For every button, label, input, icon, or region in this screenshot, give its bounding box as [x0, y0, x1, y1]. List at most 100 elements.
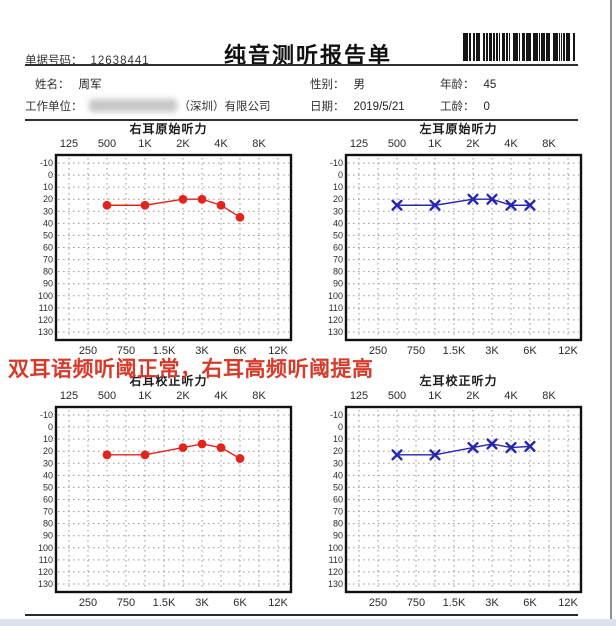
svg-text:110: 110 — [39, 303, 53, 313]
svg-text:30: 30 — [333, 458, 343, 468]
svg-text:100: 100 — [328, 291, 343, 301]
audiogram-right-original: 125 500 1K 2K 4K 8K -10 0 10 20 30 40 50 60 70 80 90 100 1… — [38, 138, 293, 357]
svg-text:125: 125 — [60, 390, 78, 402]
svg-text:40: 40 — [333, 218, 343, 228]
svg-text:90: 90 — [333, 279, 343, 289]
chart-title-right-corrected: 右耳校正听力 — [129, 374, 208, 388]
window-background-strip — [0, 619, 616, 626]
age-value: 45 — [483, 79, 497, 91]
svg-text:1K: 1K — [428, 390, 442, 402]
svg-text:125: 125 — [60, 138, 78, 150]
svg-text:30: 30 — [333, 206, 343, 216]
svg-text:70: 70 — [43, 507, 53, 517]
svg-text:500: 500 — [388, 138, 406, 150]
svg-text:4K: 4K — [214, 390, 228, 402]
svg-text:70: 70 — [43, 255, 53, 265]
svg-text:10: 10 — [43, 182, 53, 192]
chart-title-left-corrected: 左耳校正听力 — [419, 374, 498, 388]
svg-text:250: 250 — [79, 597, 97, 609]
svg-text:-10: -10 — [330, 158, 343, 168]
svg-text:4K: 4K — [214, 138, 228, 150]
svg-text:60: 60 — [333, 495, 343, 505]
gender-label: 性别： — [310, 79, 345, 91]
svg-text:20: 20 — [43, 194, 53, 204]
svg-text:20: 20 — [333, 446, 343, 456]
svg-text:250: 250 — [369, 597, 387, 609]
age-field: 年龄： 45 — [440, 76, 496, 92]
svg-text:100: 100 — [38, 291, 53, 301]
series-右耳 — [102, 194, 245, 222]
svg-text:80: 80 — [333, 519, 343, 529]
chart-right-corrected: 右耳校正听力 125 500 1K 2K 4K 8K -10 0 10 20 30 40 50 60 70 8… — [26, 372, 311, 618]
company-redacted-blur — [88, 99, 177, 113]
name-field: 姓名： 周军 — [35, 76, 102, 92]
svg-text:60: 60 — [43, 495, 53, 505]
chart-title-left-original: 左耳原始听力 — [419, 122, 498, 136]
page-title: 纯音测听报告单 — [223, 43, 392, 68]
svg-text:130: 130 — [38, 579, 53, 589]
chart-left-original: 左耳原始听力 125 500 1K 2K 4K 8K -10 0 10 20 30 40 50 60 70 8… — [316, 120, 601, 366]
svg-text:80: 80 — [333, 267, 343, 277]
svg-text:250: 250 — [79, 345, 97, 357]
svg-text:40: 40 — [43, 470, 53, 480]
svg-text:500: 500 — [98, 138, 116, 150]
svg-text:90: 90 — [43, 531, 53, 541]
svg-text:90: 90 — [333, 531, 343, 541]
svg-text:2K: 2K — [466, 138, 480, 150]
svg-text:1.5K: 1.5K — [153, 597, 176, 609]
page-edge-line — [610, 0, 612, 619]
svg-text:0: 0 — [48, 422, 53, 432]
svg-text:1.5K: 1.5K — [443, 345, 466, 357]
barcode-image — [463, 33, 576, 61]
series-左耳 — [391, 438, 536, 461]
svg-text:750: 750 — [117, 345, 135, 357]
svg-text:4K: 4K — [504, 138, 518, 150]
svg-text:40: 40 — [43, 218, 53, 228]
svg-text:12K: 12K — [268, 345, 288, 357]
svg-text:50: 50 — [333, 482, 343, 492]
svg-text:6K: 6K — [523, 345, 537, 357]
svg-text:8K: 8K — [542, 390, 556, 402]
svg-text:1K: 1K — [138, 138, 152, 150]
svg-text:0: 0 — [48, 170, 53, 180]
svg-text:0: 0 — [338, 422, 343, 432]
svg-text:20: 20 — [333, 194, 343, 204]
svg-text:20: 20 — [43, 446, 53, 456]
svg-text:30: 30 — [43, 458, 53, 468]
company-label: 工作单位： — [25, 101, 83, 113]
svg-text:10: 10 — [333, 182, 343, 192]
svg-text:70: 70 — [333, 507, 343, 517]
grid — [58, 158, 289, 337]
svg-text:120: 120 — [328, 567, 343, 577]
svg-text:500: 500 — [388, 390, 406, 402]
date-label: 日期： — [310, 101, 345, 113]
svg-text:3K: 3K — [195, 597, 209, 609]
svg-text:8K: 8K — [542, 138, 556, 150]
svg-text:3K: 3K — [485, 345, 499, 357]
name-value: 周军 — [78, 79, 102, 91]
audiogram-right-corrected: 125 500 1K 2K 4K 8K -10 0 10 20 30 40 50 60 70 80 90 100 1… — [38, 390, 293, 609]
series-左耳 — [391, 193, 536, 211]
svg-text:-10: -10 — [330, 410, 343, 420]
header-divider-top — [25, 64, 578, 66]
series-右耳 — [102, 439, 245, 463]
name-label: 姓名： — [35, 79, 70, 91]
svg-text:130: 130 — [38, 327, 53, 337]
header-divider-bottom — [25, 119, 578, 121]
svg-text:130: 130 — [328, 327, 343, 337]
chart-title-right-original: 右耳原始听力 — [129, 122, 208, 136]
svg-text:-10: -10 — [40, 410, 53, 420]
gender-value: 男 — [353, 79, 366, 91]
svg-text:-10: -10 — [40, 158, 53, 168]
svg-text:50: 50 — [43, 482, 53, 492]
svg-text:110: 110 — [329, 303, 343, 313]
company-field: 工作单位： （深圳）有限公司 — [25, 98, 271, 114]
svg-text:500: 500 — [98, 390, 116, 402]
svg-text:60: 60 — [333, 243, 343, 253]
svg-text:1K: 1K — [428, 138, 442, 150]
work-years-field: 工龄： 0 — [440, 98, 490, 114]
svg-text:130: 130 — [328, 579, 343, 589]
svg-text:50: 50 — [43, 230, 53, 240]
age-label: 年龄： — [440, 79, 475, 91]
grid — [348, 158, 579, 337]
